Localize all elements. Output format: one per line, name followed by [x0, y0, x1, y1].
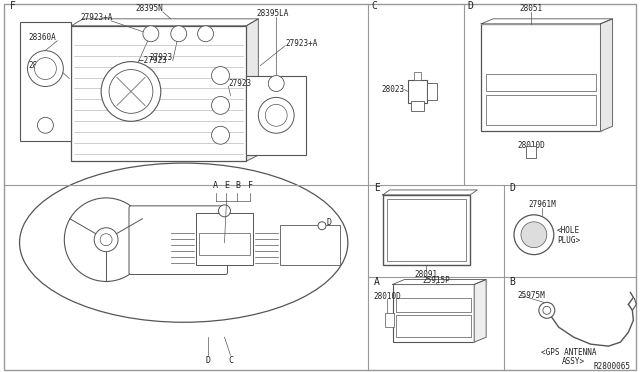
Text: 28091: 28091	[415, 270, 438, 279]
Circle shape	[259, 97, 294, 133]
Text: 28395N: 28395N	[135, 4, 163, 13]
Circle shape	[514, 215, 554, 254]
Text: PLUG>: PLUG>	[557, 236, 580, 245]
Polygon shape	[246, 19, 259, 161]
Text: 25915P: 25915P	[422, 276, 451, 285]
Circle shape	[521, 222, 547, 248]
Circle shape	[171, 26, 187, 42]
Bar	[481, 24, 600, 131]
Text: E: E	[224, 181, 229, 190]
Polygon shape	[392, 279, 486, 285]
Bar	[20, 22, 71, 141]
Text: 28395LA: 28395LA	[256, 9, 289, 18]
Circle shape	[212, 67, 230, 84]
Text: <HOLE: <HOLE	[557, 226, 580, 235]
Circle shape	[212, 96, 230, 114]
Circle shape	[38, 117, 53, 133]
Circle shape	[318, 222, 326, 230]
Text: N: N	[104, 236, 108, 241]
Text: B: B	[235, 181, 240, 190]
Circle shape	[543, 306, 551, 314]
FancyBboxPatch shape	[129, 206, 227, 275]
Text: 28360A: 28360A	[29, 33, 56, 42]
Polygon shape	[383, 190, 477, 195]
Text: D: D	[467, 1, 473, 11]
Bar	[526, 146, 536, 158]
Text: D: D	[509, 183, 515, 193]
Ellipse shape	[20, 163, 348, 322]
Bar	[385, 313, 394, 327]
Bar	[387, 199, 467, 260]
Text: 28010D: 28010D	[517, 141, 545, 150]
Text: F: F	[10, 1, 15, 11]
Text: 28051: 28051	[519, 4, 543, 13]
Bar	[486, 74, 596, 92]
Text: E: E	[374, 183, 380, 193]
Bar	[486, 96, 596, 125]
Bar	[396, 315, 471, 337]
Circle shape	[65, 198, 148, 282]
Circle shape	[218, 205, 230, 217]
Text: A: A	[213, 181, 218, 190]
Polygon shape	[481, 19, 612, 24]
Bar	[280, 225, 340, 264]
Text: 27923+A: 27923+A	[285, 39, 317, 48]
Text: C: C	[372, 1, 378, 11]
Text: 28023: 28023	[381, 85, 405, 94]
Text: 28010D: 28010D	[374, 292, 401, 301]
Bar	[383, 195, 470, 264]
Text: D: D	[205, 356, 210, 365]
Circle shape	[94, 228, 118, 251]
Text: 25975M: 25975M	[517, 291, 545, 300]
Bar	[392, 285, 474, 342]
Circle shape	[100, 234, 112, 246]
Bar	[410, 102, 424, 111]
Bar	[71, 26, 246, 161]
Bar	[198, 233, 250, 254]
Circle shape	[109, 70, 153, 113]
Circle shape	[539, 302, 555, 318]
Text: —27923: —27923	[139, 56, 166, 65]
Text: F: F	[248, 181, 253, 190]
Text: B: B	[509, 278, 515, 288]
Text: 28395L: 28395L	[29, 61, 56, 70]
Bar	[413, 71, 422, 80]
Text: 27923: 27923	[149, 53, 172, 62]
Bar	[246, 76, 306, 155]
Bar	[196, 213, 253, 264]
Bar	[408, 80, 428, 103]
Circle shape	[28, 51, 63, 86]
Circle shape	[266, 105, 287, 126]
Text: 27923: 27923	[228, 79, 252, 88]
Text: 27961M: 27961M	[528, 201, 556, 209]
Polygon shape	[474, 279, 486, 342]
Text: C: C	[228, 356, 233, 365]
Circle shape	[35, 58, 56, 80]
Circle shape	[198, 26, 214, 42]
Text: <GPS ANTENNA: <GPS ANTENNA	[541, 347, 596, 357]
Text: D: D	[327, 218, 332, 227]
Circle shape	[212, 126, 230, 144]
Bar	[396, 298, 471, 312]
Text: 27923+A: 27923+A	[80, 13, 113, 22]
Polygon shape	[600, 19, 612, 131]
Bar	[428, 83, 437, 100]
Text: R2800065: R2800065	[593, 362, 630, 371]
Text: A: A	[374, 278, 380, 288]
Polygon shape	[71, 19, 259, 26]
Text: ASSY>: ASSY>	[562, 356, 585, 366]
Circle shape	[268, 76, 284, 92]
Circle shape	[143, 26, 159, 42]
Circle shape	[101, 62, 161, 121]
